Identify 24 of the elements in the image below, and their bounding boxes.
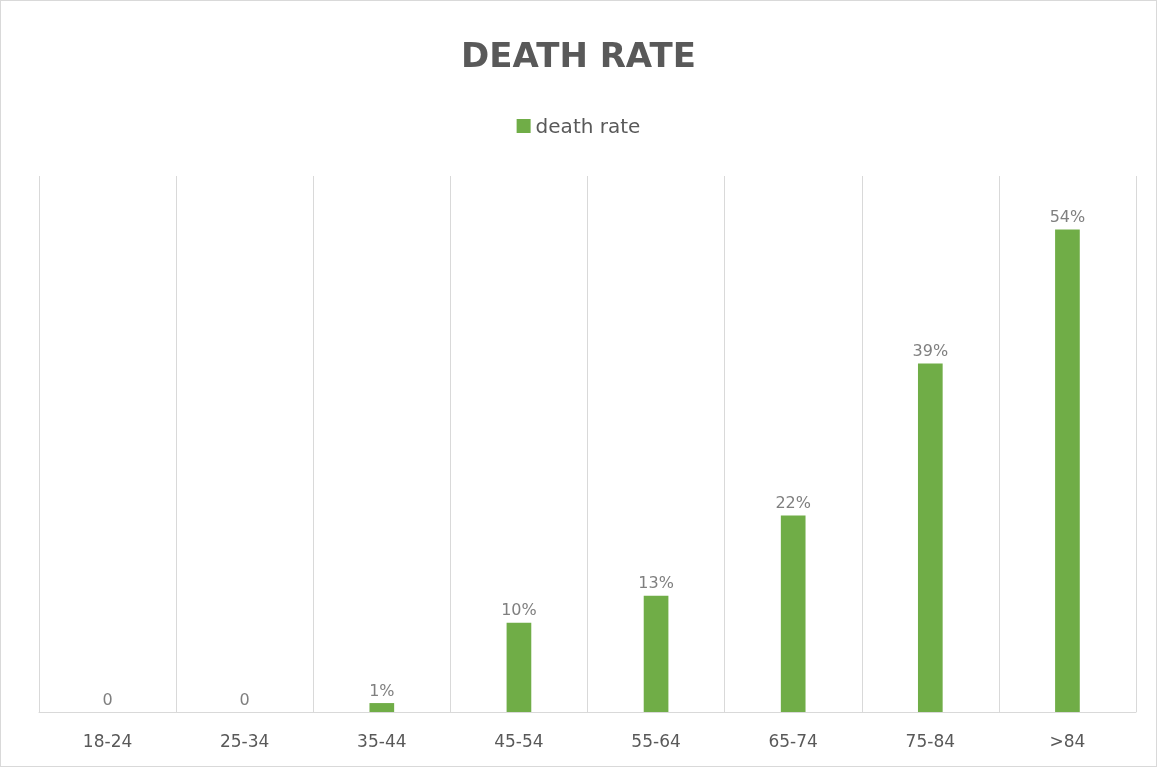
x-tick-label: >84 xyxy=(1049,730,1086,751)
bar xyxy=(917,363,943,712)
x-tick-label: 45-54 xyxy=(494,730,544,751)
bar xyxy=(369,703,395,712)
data-label: 22% xyxy=(775,492,811,512)
data-label: 0 xyxy=(239,689,250,709)
x-tick-label: 18-24 xyxy=(82,730,133,751)
data-label: 1% xyxy=(369,680,395,700)
data-label: 54% xyxy=(1049,207,1086,227)
chart-title: DEATH RATE xyxy=(461,35,696,75)
x-tick-label: 65-74 xyxy=(768,730,818,751)
bar xyxy=(780,515,806,712)
bar xyxy=(1055,229,1080,712)
x-tick-label: 55-64 xyxy=(631,730,681,751)
x-tick-label: 35-44 xyxy=(357,730,407,751)
x-tick-label: 75-84 xyxy=(905,730,956,751)
bar xyxy=(643,595,669,712)
data-label: 10% xyxy=(501,600,537,620)
legend-label: death rate xyxy=(535,114,641,138)
data-label: 39% xyxy=(912,341,949,361)
bar xyxy=(506,622,532,712)
data-label: 13% xyxy=(638,573,674,593)
data-label: 0 xyxy=(102,689,113,709)
x-tick-label: 25-34 xyxy=(219,730,270,751)
